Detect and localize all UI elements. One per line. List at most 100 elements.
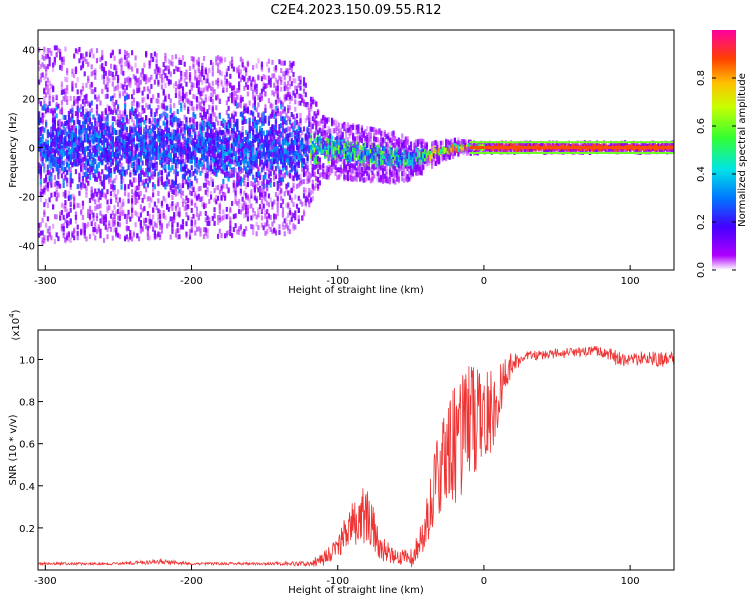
heatmap-cell <box>252 174 255 180</box>
heatmap-cell <box>41 54 44 60</box>
heatmap-cell <box>239 209 242 215</box>
heatmap-cell <box>181 166 185 172</box>
heatmap-cell <box>123 153 127 159</box>
heatmap-cell <box>45 152 48 158</box>
heatmap-cell <box>259 138 262 144</box>
heatmap-cell <box>248 142 251 148</box>
heatmap-cell <box>199 94 202 100</box>
heatmap-cell <box>76 184 79 190</box>
heatmap-cell <box>132 101 135 107</box>
heatmap-cell <box>118 49 121 55</box>
heatmap-cell <box>206 122 209 128</box>
heatmap-cell <box>227 123 230 129</box>
heatmap-cell <box>99 120 102 126</box>
heatmap-cell <box>266 166 269 172</box>
heatmap-cell <box>48 87 51 93</box>
heatmap-cell <box>67 190 71 196</box>
heatmap-cell <box>148 63 151 69</box>
heatmap-cell <box>181 95 185 101</box>
heatmap-cell <box>59 142 62 148</box>
heatmap-cell <box>153 130 156 136</box>
heatmap-cell <box>111 221 114 227</box>
heatmap-cell <box>190 100 193 106</box>
heatmap-cell <box>130 147 134 153</box>
heatmap-cell <box>269 182 272 188</box>
heatmap-cell <box>146 94 149 100</box>
heatmap-cell <box>143 86 146 92</box>
heatmap-cell <box>143 127 146 133</box>
heatmap-cell <box>234 198 237 204</box>
heatmap-cell <box>176 129 179 135</box>
heatmap-cell <box>102 66 106 72</box>
heatmap-cell <box>55 128 58 134</box>
heatmap-cell <box>80 142 83 148</box>
heatmap-cell <box>120 83 123 89</box>
heatmap-cell <box>169 72 172 78</box>
heatmap-cell <box>143 150 146 156</box>
heatmap-cell <box>162 77 165 83</box>
heatmap-cell <box>243 159 246 165</box>
heatmap-cell <box>185 69 188 75</box>
heatmap-cell <box>171 54 174 60</box>
heatmap-cell <box>202 100 206 106</box>
heatmap-cell <box>53 58 56 64</box>
heatmap-cell <box>252 111 255 117</box>
heatmap-cell <box>102 79 106 85</box>
heatmap-cell <box>69 199 72 205</box>
heatmap-cell <box>81 165 85 171</box>
heatmap-cell <box>211 178 214 184</box>
heatmap-cell <box>150 139 153 145</box>
heatmap-cell <box>211 148 214 154</box>
heatmap-cell <box>223 154 227 160</box>
heatmap-cell <box>152 154 155 160</box>
heatmap-cell <box>78 140 81 146</box>
heatmap-cell <box>109 136 113 142</box>
heatmap-cell <box>192 170 195 176</box>
heatmap-cell <box>87 208 90 214</box>
heatmap-cell <box>227 153 230 159</box>
heatmap-cell <box>176 190 179 196</box>
heatmap-cell <box>102 155 106 161</box>
heatmap-cell <box>94 205 97 211</box>
heatmap-cell <box>132 152 135 158</box>
heatmap-cell <box>195 83 199 89</box>
heatmap-cell <box>62 89 65 95</box>
heatmap-cell <box>94 199 97 205</box>
heatmap-cell <box>159 159 162 165</box>
heatmap-cell <box>243 65 246 71</box>
heatmap-cell <box>155 223 158 229</box>
heatmap-cell <box>152 56 155 62</box>
heatmap-cell <box>195 78 199 84</box>
heatmap-cell <box>188 158 192 164</box>
heatmap-cell <box>64 144 67 150</box>
heatmap-cell <box>46 164 49 170</box>
heatmap-cell <box>243 155 246 161</box>
heatmap-cell <box>129 162 132 168</box>
heatmap-cell <box>99 100 102 106</box>
heatmap-cell <box>204 227 207 233</box>
heatmap-cell <box>88 163 92 169</box>
heatmap-cell <box>39 191 42 197</box>
heatmap-cell <box>238 226 241 232</box>
heatmap-cell <box>264 142 267 148</box>
heatmap-cell <box>185 233 188 239</box>
heatmap-cell <box>43 49 46 55</box>
heatmap-cell <box>76 101 79 107</box>
heatmap-cell <box>195 206 199 212</box>
heatmap-cell <box>197 100 200 106</box>
heatmap-cell <box>180 106 183 112</box>
heatmap-cell <box>239 135 242 141</box>
heatmap-cell <box>245 209 248 215</box>
heatmap-cell <box>225 87 228 93</box>
heatmap-cell <box>173 211 176 217</box>
heatmap-cell <box>46 63 49 69</box>
heatmap-cell <box>209 115 213 121</box>
heatmap-cell <box>216 80 220 86</box>
heatmap-cell <box>139 212 142 218</box>
heatmap-cell <box>229 117 232 123</box>
heatmap-cell <box>92 129 95 135</box>
heatmap-cell <box>181 219 185 225</box>
heatmap-cell <box>192 118 195 124</box>
heatmap-cell <box>215 157 218 163</box>
heatmap-cell <box>113 75 116 81</box>
